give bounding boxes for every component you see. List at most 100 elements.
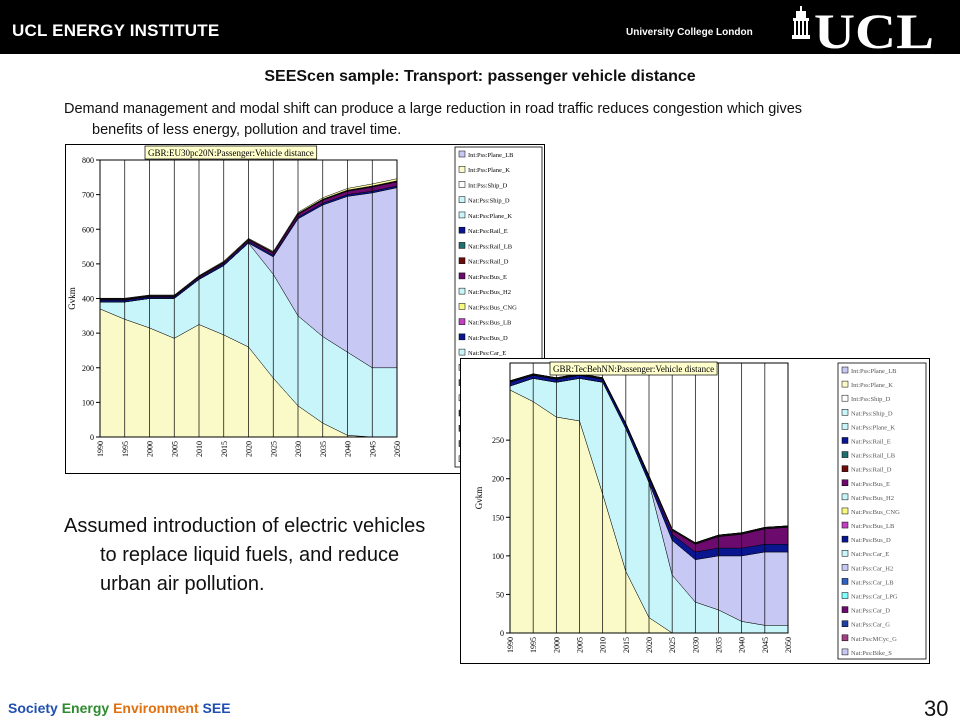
legend-label: Nat:Pss:Bus_D bbox=[468, 335, 508, 342]
legend-label: Nat:Pss:Ship_D bbox=[468, 198, 510, 205]
legend-label: Nat:Pss:Bike_S bbox=[851, 650, 892, 657]
y-tick-label: 0 bbox=[90, 433, 94, 442]
x-tick-label: 2040 bbox=[738, 637, 747, 653]
legend-label: Nat:Pss:Car_G bbox=[851, 622, 890, 629]
y-tick-label: 700 bbox=[82, 191, 94, 200]
legend-swatch bbox=[841, 394, 849, 402]
x-tick-label: 2050 bbox=[393, 441, 402, 457]
legend-label: Int:Pss:Plane_K bbox=[851, 382, 893, 389]
x-tick-label: 2035 bbox=[715, 637, 724, 653]
slide-title: SEEScen sample: Transport: passenger veh… bbox=[264, 68, 696, 85]
x-tick-label: 2010 bbox=[195, 441, 204, 457]
legend-swatch bbox=[458, 348, 466, 356]
legend-swatch bbox=[458, 181, 466, 188]
footer-environment: Environment bbox=[113, 700, 199, 716]
legend-label: Int:Pss:Plane_K bbox=[468, 167, 510, 174]
x-tick-label: 1990 bbox=[506, 637, 515, 653]
legend-swatch bbox=[841, 620, 849, 627]
x-tick-label: 2025 bbox=[668, 637, 677, 653]
legend-label: Nat:Pss:Bus_H2 bbox=[851, 495, 894, 502]
bullet-text: Assumed introduction of electric vehicle… bbox=[64, 515, 426, 595]
y-tick-label: 100 bbox=[82, 398, 94, 407]
legend-label: Nat:Pss:Bus_LB bbox=[468, 320, 512, 327]
x-tick-label: 2020 bbox=[245, 441, 254, 457]
legend-label: Nat:Pss:Rail_D bbox=[851, 467, 892, 474]
legend-label: Int:Pss:Ship_D bbox=[851, 396, 891, 403]
ucl-logo: UCL bbox=[792, 6, 934, 50]
legend-swatch bbox=[458, 196, 466, 203]
legend-label: Nat:Pss:Rail_LB bbox=[851, 453, 896, 460]
legend-label: Nat:Pss:Car_LB bbox=[851, 579, 894, 586]
legend-label: Nat:Pss:Car_E bbox=[468, 350, 506, 357]
chart-title-box bbox=[549, 361, 718, 376]
institute-name: UCL ENERGY INSTITUTE bbox=[12, 21, 220, 40]
legend-label: Nat:Pss:Ship_D bbox=[851, 410, 893, 417]
y-tick-label: 400 bbox=[82, 295, 94, 304]
legend-swatch bbox=[841, 479, 849, 487]
x-tick-label: 1990 bbox=[96, 441, 105, 457]
legend-swatch bbox=[458, 303, 466, 310]
x-tick-label: 2035 bbox=[319, 441, 328, 457]
legend-label: Nat:Pss:Car_H2 bbox=[851, 565, 893, 572]
y-tick-label: 200 bbox=[82, 364, 94, 373]
legend-swatch bbox=[458, 257, 466, 264]
chart-title-box bbox=[144, 145, 318, 160]
legend-swatch bbox=[841, 380, 849, 388]
legend-label: Nat:Pss:Rail_E bbox=[468, 228, 508, 235]
footer-society: Society bbox=[8, 700, 58, 716]
legend-label: Nat:Pss:Bus_CNG bbox=[851, 509, 900, 516]
x-tick-label: 2050 bbox=[784, 637, 793, 653]
legend-swatch bbox=[841, 423, 849, 430]
x-tick-label: 2030 bbox=[294, 441, 303, 457]
footer-see: SEE bbox=[202, 700, 231, 716]
x-tick-label: 2005 bbox=[576, 637, 585, 653]
page-number: 30 bbox=[924, 696, 949, 721]
legend-swatch bbox=[841, 648, 849, 656]
legend-swatch bbox=[841, 409, 849, 416]
y-tick-label: 500 bbox=[82, 260, 94, 269]
x-tick-label: 1995 bbox=[529, 637, 538, 653]
x-tick-label: 2000 bbox=[146, 441, 155, 457]
legend-box bbox=[837, 362, 927, 660]
legend-swatch bbox=[841, 437, 849, 444]
header-bar: UCL ENERGY INSTITUTE University College … bbox=[0, 0, 960, 54]
legend-label: Nat:Pss:Bus_D bbox=[851, 537, 891, 544]
y-tick-label: 50 bbox=[496, 590, 504, 599]
legend-label: Int:Pss:Plane_LB bbox=[851, 368, 897, 375]
legend-swatch bbox=[841, 564, 849, 571]
legend-swatch bbox=[841, 634, 849, 642]
legend-swatch bbox=[458, 165, 466, 173]
x-tick-label: 2000 bbox=[552, 637, 561, 653]
legend-label: Nat:Pss:Rail_E bbox=[851, 438, 891, 445]
ucl-logo-text: UCL bbox=[814, 6, 934, 50]
university-name: University College London bbox=[626, 27, 753, 38]
legend-label: Nat:Pss:MCyc_G bbox=[851, 636, 897, 643]
footer-energy: Energy bbox=[61, 700, 110, 716]
legend-swatch bbox=[841, 493, 849, 501]
legend-label: Nat:Pss:Rail_LB bbox=[468, 243, 513, 250]
legend-swatch bbox=[841, 549, 849, 557]
x-tick-label: 2005 bbox=[170, 441, 179, 457]
legend-swatch bbox=[841, 535, 849, 543]
legend-swatch bbox=[458, 211, 466, 219]
y-tick-label: 300 bbox=[82, 329, 94, 338]
legend-label: Nat:Pss:Bus_LB bbox=[851, 523, 895, 530]
legend-label: Int:Pss:Ship_D bbox=[468, 182, 508, 189]
legend-swatch bbox=[841, 451, 849, 458]
legend-label: Nat:Pss:Car_E bbox=[851, 551, 889, 558]
chart-eu30pc20n: 0 100 200 300 400 500 600 700 800 1990 1995 2000 200… bbox=[65, 144, 545, 474]
chart-title: GBR:EU30pc20N:Passenger:Vehicle distance bbox=[148, 148, 314, 158]
y-tick-label: 150 bbox=[492, 513, 504, 522]
legend-swatch bbox=[458, 226, 466, 234]
y-tick-label: 600 bbox=[82, 225, 94, 234]
legend-swatch bbox=[841, 366, 849, 374]
chart-title: GBR:TecBehNN:Passenger:Vehicle distance bbox=[553, 364, 714, 374]
legend-swatch bbox=[458, 333, 466, 341]
legend-label: Nat:Pss:Car_D bbox=[851, 608, 890, 615]
y-axis-label: Gvkm bbox=[474, 487, 484, 510]
legend-swatch bbox=[841, 521, 849, 529]
x-tick-label: 2010 bbox=[599, 637, 608, 653]
legend-label: Nat:Pss:Bus_CNG bbox=[468, 304, 517, 311]
legend-label: Int:Pss:Plane_LB bbox=[468, 152, 514, 159]
legend-swatch bbox=[458, 318, 466, 325]
